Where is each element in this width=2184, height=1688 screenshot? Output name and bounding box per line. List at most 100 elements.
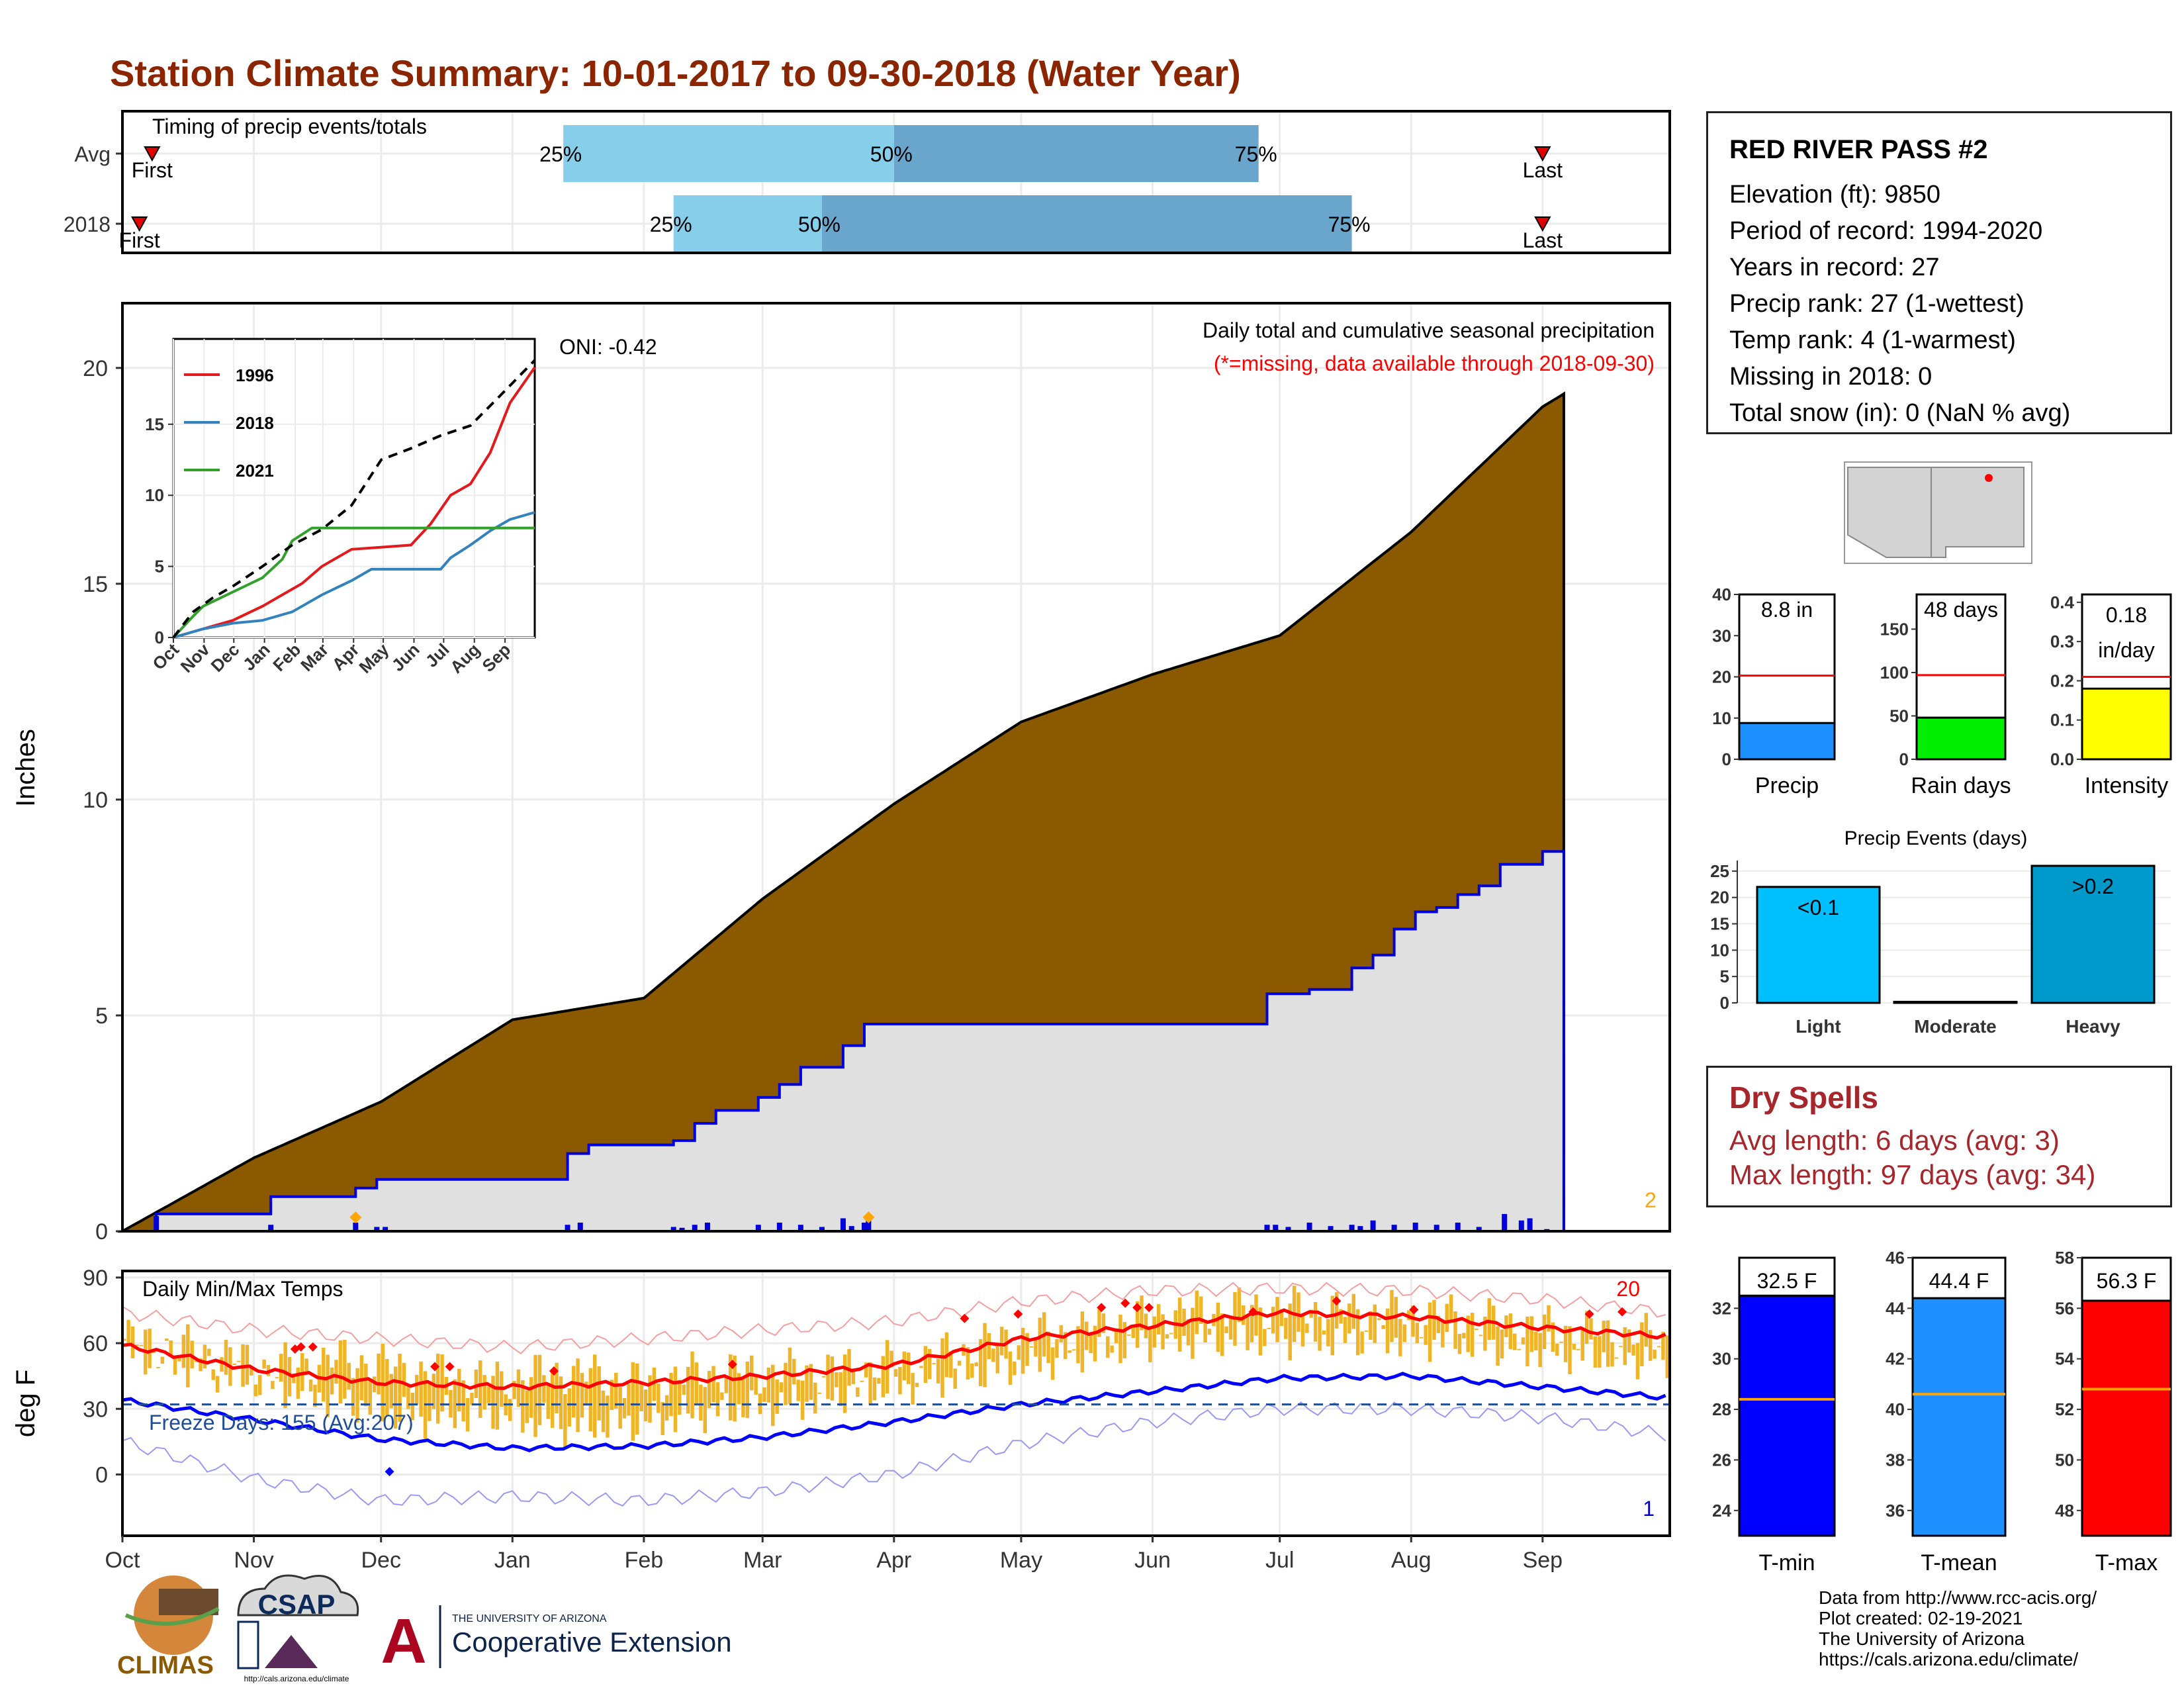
daily-temp-range-bar [1271,1307,1275,1334]
mini-bar-tick-label: 30 [1712,626,1731,645]
csap-logo: CSAP http://cals.arizona.edu/climate [237,1574,359,1683]
daily-temp-range-bar [1013,1361,1017,1376]
daily-temp-range-bar [1572,1344,1576,1350]
daily-temp-range-bar [148,1329,152,1368]
daily-temp-range-bar [928,1348,932,1380]
temp-summary-value-label: 44.4 F [1929,1269,1989,1293]
map-new-mexico [1931,467,2025,558]
daily-precip-bar [755,1225,761,1231]
daily-temp-range-bar [1246,1316,1250,1350]
daily-temp-range-bar [1195,1290,1199,1335]
station-total-snow: Total snow (in): 0 (NaN % avg) [1729,399,2071,427]
daily-temp-range-bar [512,1381,516,1399]
inset-line-2018 [173,511,535,639]
precip-annotation-missing: (*=missing, data available through 2018-… [1214,352,1655,375]
daily-temp-range-bar [1038,1317,1042,1372]
daily-temp-range-bar [250,1368,253,1376]
daily-temp-range-bar [1415,1323,1420,1344]
mini-bar-value [1915,716,2007,761]
climas-logo: CLIMAS [117,1575,220,1679]
mini-bar-precip: 0 10 20 30 40 8.8 in Precip [1712,585,1836,798]
daily-temp-range-bar [1538,1333,1542,1368]
dry-spells-avg: Avg length: 6 days (avg: 3) [1729,1125,2060,1156]
daily-temp-range-bar [156,1366,160,1368]
mini-bar-tick-label: 150 [1880,619,1909,639]
x-axis-month-label: Feb [625,1548,664,1573]
daily-temp-range-bar [893,1369,898,1377]
daily-temp-range-bar [631,1362,635,1441]
daily-temp-range-bar [1619,1346,1623,1348]
inset-legend-label: 1996 [236,365,274,385]
daily-precip-bar [819,1227,825,1231]
daily-precip-bar [1433,1225,1439,1231]
daily-temp-range-bar [563,1394,567,1448]
temp-summary-tick-label: 44 [1886,1298,1905,1318]
daily-temp-range-bar [1508,1313,1513,1350]
precip-event-category: Heavy [2066,1016,2120,1037]
temp-summary-tick-label: 30 [1712,1349,1731,1369]
temp-summary-tick-label: 36 [1886,1501,1905,1521]
precip-y-axis-label: Inches [11,729,40,807]
climas-swoosh-icon [124,1607,220,1626]
daily-temp-range-bar [1360,1331,1364,1354]
precip-y-tick-label: 0 [95,1219,108,1244]
daily-temp-range-bar [1297,1292,1300,1332]
daily-temp-range-bar [1017,1345,1021,1360]
daily-temp-range-bar [682,1384,686,1395]
daily-precip-bar [565,1225,570,1231]
daily-temp-range-bar [338,1340,343,1404]
daily-temp-range-bar [453,1379,457,1429]
daily-temp-range-bar [648,1375,652,1423]
daily-temp-range-bar [1606,1320,1610,1367]
daily-temp-range-bar [652,1367,657,1401]
daily-temp-range-bar [686,1366,690,1414]
daily-temp-range-bar [860,1380,864,1382]
daily-temp-range-bar [1186,1319,1191,1346]
daily-temp-range-bar [1635,1342,1640,1380]
precip-events-title: Precip Events (days) [1844,827,2028,849]
x-axis-month-label: Sep [1523,1548,1563,1573]
mini-bar-rain-days: 0 50 100 150 48 days Rain days [1880,593,2011,798]
daily-temp-range-bar [1347,1303,1351,1334]
timing-row-label: 2018 [64,212,111,236]
daily-temp-range-bar [1055,1338,1059,1358]
x-axis-month-label: Dec [361,1548,400,1573]
mini-bar-value [2081,687,2172,761]
credit-data-source: Data from http://www.rcc-acis.org/ [1819,1587,2097,1608]
daily-temp-range-bar [215,1376,220,1393]
daily-temp-range-bar [1424,1325,1428,1345]
daily-temp-range-bar [1593,1336,1598,1368]
daily-temp-range-bar [1589,1318,1593,1340]
daily-temp-range-bar [1475,1329,1479,1331]
ua-letter-logo: A [381,1606,426,1677]
daily-temp-range-bar [381,1343,385,1422]
mini-bar-tick-label: 20 [1712,667,1731,687]
timing-p25-label: 25% [539,142,582,166]
precip-event-bar [2030,865,2156,1004]
station-missing: Missing in 2018: 0 [1729,363,1933,391]
daily-temp-range-bar [1068,1350,1071,1353]
precip-y-tick-label: 5 [95,1004,108,1029]
daily-temp-range-bar [1279,1309,1284,1327]
record-high-marker [430,1362,440,1372]
daily-temp-range-bar [406,1386,410,1409]
daily-temp-range-bar [1420,1336,1424,1338]
temp-y-tick-label: 60 [83,1331,108,1356]
daily-temp-range-bar [1610,1342,1614,1367]
daily-temp-range-bar [1199,1296,1203,1324]
precip-event-bar [1893,1000,2018,1004]
daily-temp-range-bar [470,1393,474,1405]
daily-temp-range-bar [1351,1293,1356,1329]
timing-band-25-50 [563,125,894,182]
daily-temp-range-bar [1127,1334,1131,1336]
inset-avg-dashed-line [172,359,536,639]
daily-temp-range-bar [839,1372,842,1407]
daily-temp-range-bar [805,1365,809,1402]
daily-temp-range-bar [1106,1336,1110,1358]
daily-precip-bar [1476,1227,1482,1231]
daily-temp-range-bar [664,1395,669,1421]
daily-temp-range-bar [275,1377,279,1379]
daily-temp-range-bar [1050,1347,1055,1380]
precip-annotation-title: Daily total and cumulative seasonal prec… [1203,318,1655,342]
daily-temp-range-bar [1071,1349,1076,1351]
